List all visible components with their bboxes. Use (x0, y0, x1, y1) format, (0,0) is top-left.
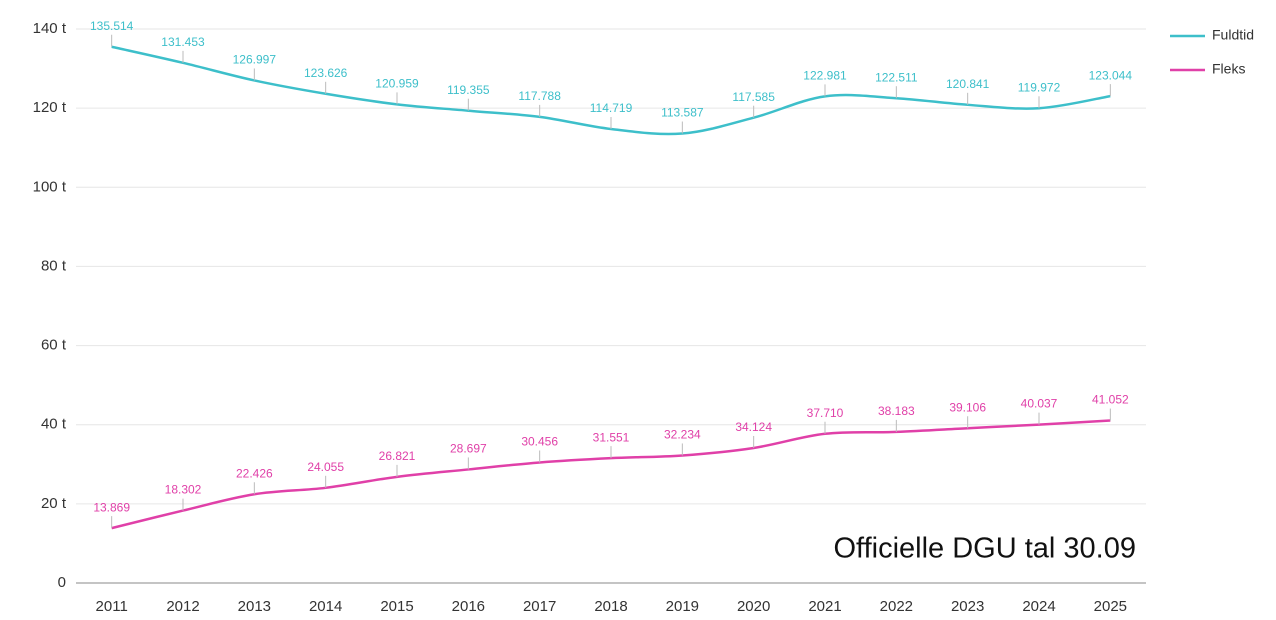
legend-label: Fuldtid (1212, 27, 1254, 43)
x-tick-label: 2020 (737, 598, 770, 615)
x-tick-label: 2023 (951, 598, 984, 615)
value-label: 113.587 (661, 106, 704, 120)
value-label: 32.234 (664, 428, 701, 442)
y-tick-label: 20 t (41, 495, 67, 512)
value-label: 135.514 (90, 19, 134, 33)
value-label: 117.788 (518, 89, 561, 103)
y-tick-label: 80 t (41, 257, 67, 274)
x-tick-label: 2019 (666, 598, 699, 615)
value-label: 123.626 (304, 66, 348, 80)
value-label: 119.355 (447, 83, 490, 97)
value-label: 38.183 (878, 404, 915, 418)
value-label: 26.821 (379, 449, 416, 463)
value-label: 39.106 (949, 400, 986, 414)
x-tick-label: 2013 (238, 598, 271, 615)
x-tick-label: 2011 (96, 598, 128, 615)
value-label: 131.453 (161, 35, 205, 49)
x-tick-label: 2021 (808, 598, 841, 615)
value-label: 13.869 (93, 500, 130, 514)
y-tick-label: 120 t (33, 99, 67, 116)
x-tick-label: 2024 (1022, 598, 1055, 615)
x-tick-label: 2016 (452, 598, 485, 615)
y-tick-label: 140 t (33, 20, 67, 37)
value-label: 18.302 (165, 483, 202, 497)
value-label: 120.959 (375, 77, 419, 91)
value-label: 34.124 (735, 420, 772, 434)
y-tick-label: 40 t (41, 416, 67, 433)
series-line (111, 45, 1111, 136)
value-label: 40.037 (1021, 397, 1058, 411)
value-label: 31.551 (593, 430, 630, 444)
annotation: Officielle DGU tal 30.09 (834, 533, 1137, 565)
value-label: 30.456 (521, 435, 558, 449)
value-label: 119.972 (1018, 80, 1061, 94)
value-label: 126.997 (233, 53, 277, 67)
x-tick-label: 2018 (594, 598, 627, 615)
y-tick-label: 60 t (41, 337, 67, 354)
x-tick-label: 2014 (309, 598, 342, 615)
x-tick-label: 2022 (880, 598, 913, 615)
x-tick-label: 2012 (166, 598, 199, 615)
value-label: 28.697 (450, 442, 487, 456)
value-label: 22.426 (236, 466, 273, 480)
x-tick-label: 2015 (380, 598, 413, 615)
legend-label: Fleks (1212, 61, 1245, 77)
value-label: 120.841 (946, 77, 990, 91)
value-label: 114.719 (590, 101, 633, 115)
x-tick-label: 2025 (1094, 598, 1127, 615)
x-tick-label: 2017 (523, 598, 556, 615)
value-label: 122.981 (803, 69, 847, 83)
value-label: 122.511 (875, 70, 918, 84)
y-tick-label: 0 (58, 574, 66, 591)
value-label: 24.055 (307, 460, 344, 474)
y-tick-label: 100 t (33, 178, 67, 195)
value-label: 37.710 (807, 406, 844, 420)
value-label: 123.044 (1089, 68, 1133, 82)
value-label: 117.585 (732, 90, 775, 104)
value-label: 41.052 (1092, 393, 1129, 407)
